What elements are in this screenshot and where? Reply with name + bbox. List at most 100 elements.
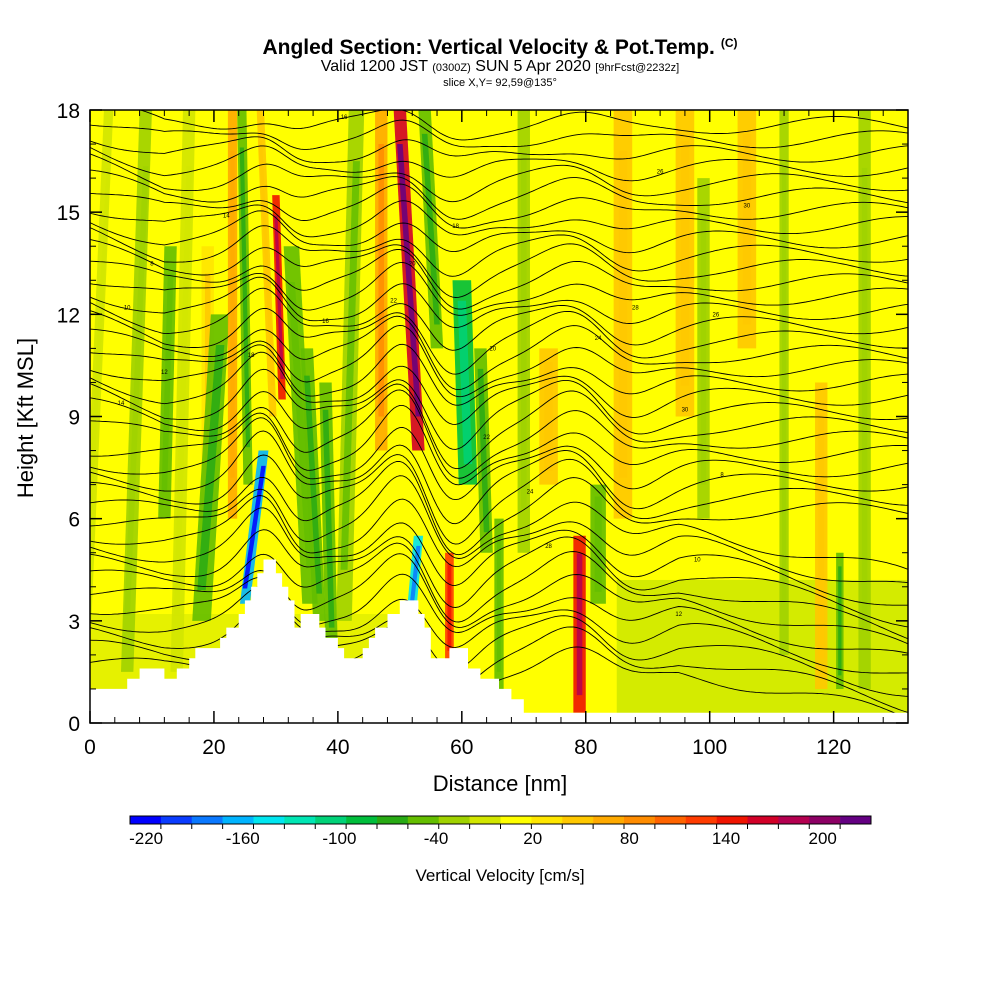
chart-subtitle-valid: Valid 1200 JST (0300Z) SUN 5 Apr 2020 [9… <box>0 59 1000 76</box>
velocity-core-14 <box>340 161 360 570</box>
axes: 0 20 40 60 80 100 120 0 3 6 9 12 15 18 <box>57 100 909 759</box>
colorbar-swatch <box>716 816 748 824</box>
isentrope-label: 12 <box>161 370 168 376</box>
x-tick-label: 100 <box>692 736 727 759</box>
colorbar-label: Vertical Velocity [cm/s] <box>415 866 584 885</box>
colorbar-swatch <box>624 816 656 824</box>
velocity-core-25 <box>576 553 583 696</box>
velocity-core-13 <box>322 409 335 628</box>
forecast-tag: [9hrFcst@2232z] <box>595 62 680 74</box>
isentrope-label: 20 <box>409 261 416 267</box>
velocity-field <box>90 110 908 723</box>
x-tick-label: 20 <box>202 736 225 759</box>
isentrope-38 <box>139 110 908 141</box>
isentrope-label: 14 <box>223 214 230 220</box>
colorbar-swatch <box>747 816 779 824</box>
y-tick-label: 9 <box>68 407 80 430</box>
isentrope-8 <box>90 507 908 606</box>
colorbar-swatch <box>654 816 687 824</box>
velocity-core-31 <box>781 164 787 601</box>
isentrope-5 <box>90 553 908 645</box>
title-note: (C) <box>720 36 738 50</box>
colorbar-tick-label: -220 <box>129 829 163 848</box>
colorbar-tick-label: -40 <box>424 829 449 848</box>
isentrope-36 <box>90 136 908 164</box>
velocity-core-26 <box>594 496 602 592</box>
velocity-core-10 <box>287 281 314 569</box>
isentrope-35 <box>90 145 908 182</box>
isentrope-label: 10 <box>694 558 701 564</box>
isentrope-label: 30 <box>744 203 751 209</box>
colorbar-swatch <box>407 816 440 824</box>
x-tick-label: 60 <box>450 736 473 759</box>
y-tick-label: 6 <box>68 509 80 532</box>
velocity-core-22 <box>496 535 502 672</box>
y-tick-label: 0 <box>68 713 80 736</box>
velocity-core-21 <box>447 563 452 651</box>
x-axis-label: Distance [nm] <box>433 771 568 796</box>
isentrope-label: 16 <box>322 319 329 325</box>
isentrope-4 <box>90 573 908 654</box>
velocity-core-17 <box>421 133 440 325</box>
x-tick-label: 80 <box>574 736 597 759</box>
colorbar-swatch <box>809 816 841 824</box>
velocity-core-28 <box>680 140 690 386</box>
velocity-core-15 <box>378 144 385 417</box>
isentrope-label: 14 <box>118 401 125 407</box>
velocity-core-34 <box>861 167 868 632</box>
terrain-mask <box>90 559 908 723</box>
colorbar-swatch <box>778 816 810 824</box>
colorbar-swatch <box>130 816 162 824</box>
isentrope-label: 8 <box>720 472 724 478</box>
isentrope-label: 28 <box>632 306 639 312</box>
velocity-core-5 <box>197 344 225 591</box>
colorbar-swatch <box>593 816 625 824</box>
velocity-core-23 <box>520 154 527 509</box>
terrain <box>90 559 908 723</box>
colorbar-swatch <box>315 816 347 824</box>
colorbar-swatch <box>531 816 563 824</box>
isentrope-label: 22 <box>483 435 490 441</box>
isentrope-label: 20 <box>489 346 496 352</box>
isentrope-label: 10 <box>124 306 131 312</box>
isentrope-label: 8 <box>150 261 154 267</box>
isentrope-label: 26 <box>657 169 664 175</box>
isentrope-10 <box>90 475 908 570</box>
isentrope-label: 18 <box>248 353 255 359</box>
isentrope-label: 24 <box>595 336 602 342</box>
y-tick-label: 3 <box>68 611 80 634</box>
colorbar-tick-label: 200 <box>808 829 836 848</box>
isentrope-18 <box>90 368 908 450</box>
isentrope-21 <box>90 324 908 398</box>
velocity-core-1 <box>124 166 149 616</box>
colorbar: -220 -160 -100 -40 20 80 140 200 <box>129 815 872 848</box>
velocity-core-6 <box>230 150 235 478</box>
isentrope-15 <box>90 404 908 486</box>
velocity-core-16 <box>397 144 422 417</box>
velocity-core-18 <box>457 300 473 465</box>
x-tick-label: 0 <box>84 736 96 759</box>
isentrope-31 <box>90 200 908 238</box>
isentrope-37 <box>90 119 908 150</box>
isentrope-label: 16 <box>341 115 348 121</box>
colorbar-swatch <box>222 816 254 824</box>
colorbar-swatch <box>346 816 378 824</box>
velocity-core-0 <box>90 167 111 555</box>
x-tick-label: 40 <box>326 736 349 759</box>
isentrope-label: 30 <box>682 408 689 414</box>
isentrope-11 <box>90 460 908 556</box>
colorbar-tick-label: -100 <box>322 829 356 848</box>
isentrope-3 <box>90 586 908 674</box>
valid-date: SUN 5 Apr 2020 <box>475 58 591 75</box>
colorbar-swatch <box>562 816 594 824</box>
isentrope-14 <box>90 417 908 501</box>
isentrope-24 <box>90 287 908 351</box>
colorbar-swatch <box>284 816 316 824</box>
velocity-core-2 <box>161 273 174 492</box>
isentrope-17 <box>90 383 908 470</box>
isentrope-label: 28 <box>545 544 552 550</box>
isentrope-27 <box>90 249 908 310</box>
valid-utc: (0300Z) <box>432 62 471 74</box>
isentrope-label: 18 <box>452 224 459 230</box>
